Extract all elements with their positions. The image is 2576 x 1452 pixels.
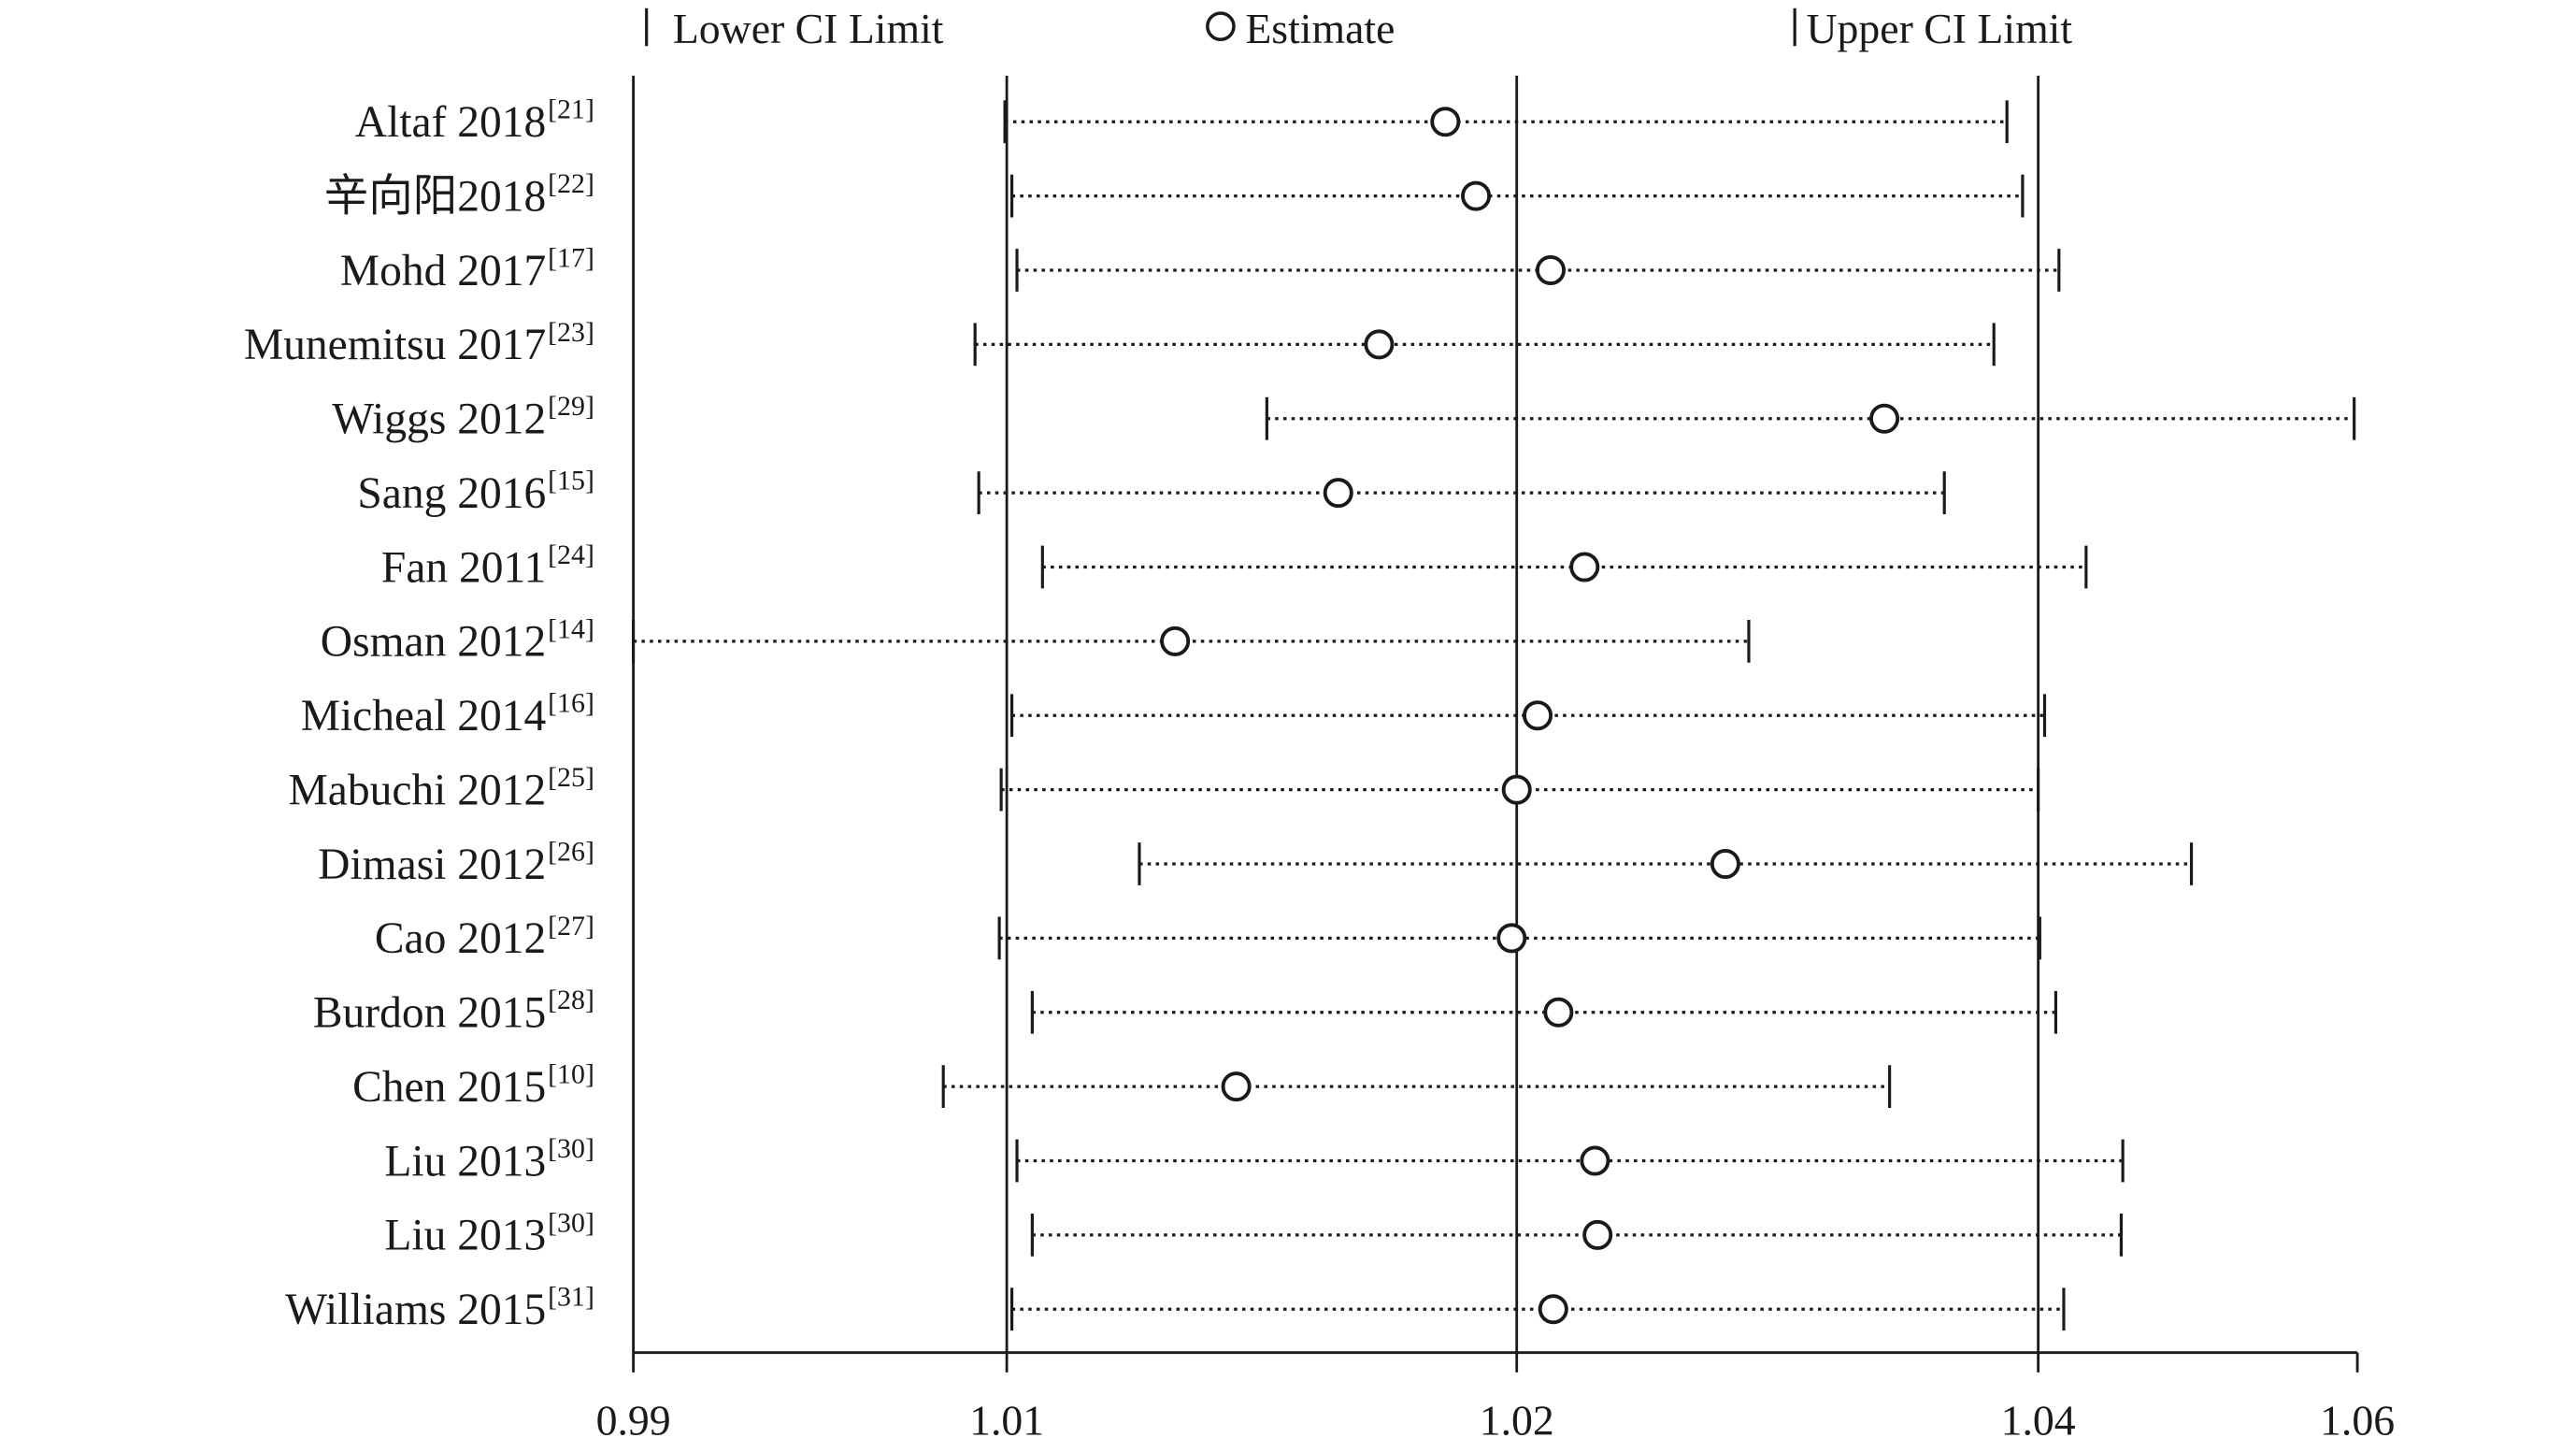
estimate-marker (1523, 700, 1553, 731)
study-reference: [22] (548, 168, 594, 199)
study-rows: Altaf 2018 [21] 辛向阳2018 [22] Mohd 2017 [17] Mu… (244, 94, 2356, 1334)
study-label: Osman 2012 (321, 618, 547, 667)
study-label: Cao 2012 (375, 914, 546, 963)
legend-estimate-marker (1206, 11, 1236, 41)
estimate-marker (1364, 329, 1395, 360)
study-row: Liu 2013 [30] (384, 1133, 2125, 1186)
study-reference: [30] (548, 1133, 594, 1164)
study-label: Liu 2013 (384, 1212, 546, 1260)
legend-lower-label: Lower CI Limit (673, 5, 944, 52)
legend: Lower CI Limit Estimate Upper CI Limit (645, 5, 2072, 52)
study-row: Dimasi 2012 [26] (318, 836, 2194, 889)
estimate-marker (1869, 403, 1900, 434)
estimate-marker (1430, 107, 1461, 137)
study-label: Chen 2015 (352, 1063, 546, 1112)
study-row: Liu 2013 [30] (384, 1207, 2123, 1260)
estimate-marker (1496, 923, 1527, 954)
study-label: 辛向阳2018 (324, 172, 547, 221)
estimate-marker (1582, 1219, 1613, 1250)
study-row: Wiggs 2012 [29] (332, 391, 2356, 444)
study-label: Altaf 2018 (355, 98, 547, 147)
study-row: Osman 2012 [14] (321, 613, 1751, 667)
study-label: Burdon 2015 (313, 989, 546, 1038)
estimate-marker (1461, 180, 1492, 211)
study-reference: [28] (548, 985, 594, 1015)
study-label: Munemitsu 2017 (244, 321, 546, 369)
study-label: Sang 2016 (357, 469, 546, 518)
study-row: Munemitsu 2017 [23] (244, 317, 1996, 369)
study-reference: [23] (548, 317, 594, 348)
study-reference: [10] (548, 1059, 594, 1090)
study-row: Mohd 2017 [17] (340, 242, 2061, 295)
study-reference: [24] (548, 539, 594, 570)
estimate-marker (1323, 478, 1353, 509)
x-tick-label: 1.01 (969, 1397, 1044, 1445)
estimate-marker (1160, 625, 1191, 656)
study-reference: [30] (548, 1207, 594, 1238)
study-row: Fan 2011 [24] (381, 539, 2088, 592)
study-reference: [14] (548, 613, 594, 644)
study-label: Liu 2013 (384, 1137, 546, 1186)
study-row: Williams 2015 [31] (285, 1282, 2066, 1334)
legend-upper-label: Upper CI Limit (1806, 5, 2072, 52)
study-reference: [25] (548, 762, 594, 793)
study-reference: [16] (548, 688, 594, 719)
study-label: Mohd 2017 (340, 247, 546, 295)
x-tick-label: 1.02 (1480, 1397, 1554, 1445)
study-reference: [15] (548, 466, 594, 496)
estimate-marker (1501, 774, 1532, 805)
study-label: Dimasi 2012 (318, 841, 546, 889)
study-row: Mabuchi 2012 [25] (288, 762, 2040, 814)
x-tick-label: 1.04 (2001, 1397, 2076, 1445)
study-reference: [26] (548, 836, 594, 867)
estimate-marker (1543, 997, 1574, 1028)
estimate-marker (1221, 1071, 1252, 1102)
study-row: Cao 2012 [27] (375, 911, 2041, 963)
study-label: Micheal 2014 (301, 692, 547, 740)
study-label: Wiggs 2012 (332, 395, 546, 444)
estimate-marker (1710, 848, 1740, 880)
estimate-marker (1569, 552, 1600, 582)
study-reference: [27] (548, 911, 594, 942)
study-row: Chen 2015 [10] (352, 1059, 1892, 1112)
estimate-marker (1535, 254, 1567, 286)
study-reference: [29] (548, 391, 594, 422)
study-reference: [21] (548, 94, 594, 125)
study-label: Fan 2011 (381, 543, 546, 592)
x-tick-label: 1.06 (2320, 1397, 2395, 1445)
study-reference: [31] (548, 1282, 594, 1313)
study-reference: [17] (548, 242, 594, 273)
estimate-marker (1580, 1145, 1610, 1176)
axes: 0.99 1.01 1.02 1.04 1.06 (596, 75, 2395, 1445)
study-row: Burdon 2015 [28] (313, 985, 2058, 1038)
study-row: Sang 2016 [15] (357, 466, 1946, 518)
study-row: Altaf 2018 [21] (355, 94, 2009, 147)
study-label: Williams 2015 (285, 1286, 546, 1334)
study-label: Mabuchi 2012 (288, 766, 546, 814)
study-row: Micheal 2014 [16] (301, 688, 2047, 740)
study-row: 辛向阳2018 [22] (324, 168, 2025, 221)
estimate-marker (1538, 1294, 1568, 1325)
legend-estimate-label: Estimate (1245, 5, 1395, 52)
x-tick-label: 0.99 (596, 1397, 671, 1445)
